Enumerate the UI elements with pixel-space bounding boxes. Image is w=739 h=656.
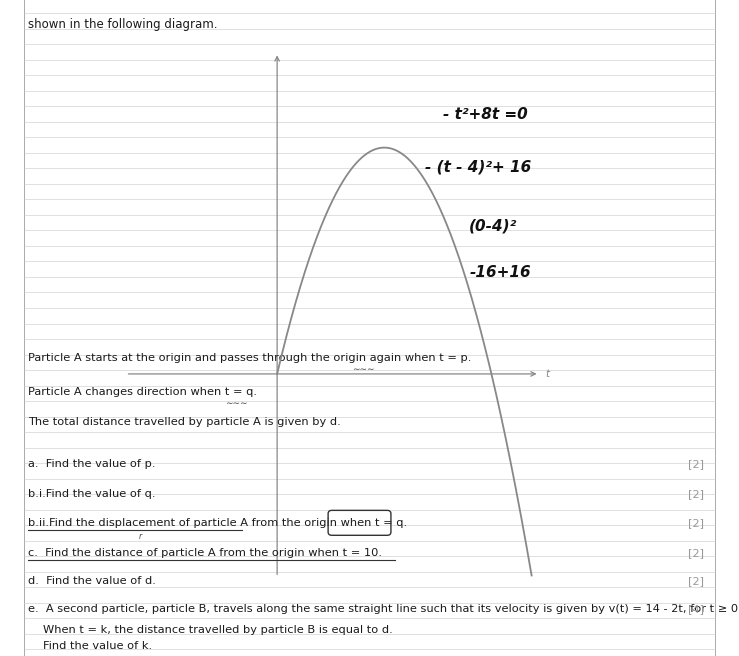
- Text: Particle A changes direction when t = q.: Particle A changes direction when t = q.: [28, 386, 257, 397]
- Text: c.  Find the distance of particle A from the origin when t = 10.: c. Find the distance of particle A from …: [28, 548, 382, 558]
- Text: t: t: [545, 369, 550, 379]
- Text: shown in the following diagram.: shown in the following diagram.: [28, 18, 217, 31]
- Text: ∼∼∼: ∼∼∼: [352, 365, 374, 374]
- Text: e.  A second particle, particle B, travels along the same straight line such tha: e. A second particle, particle B, travel…: [28, 604, 739, 615]
- Text: [2]: [2]: [687, 459, 704, 470]
- Text: r: r: [139, 532, 142, 541]
- Text: b.ii.Find the displacement of particle A from the origin when t = q.: b.ii.Find the displacement of particle A…: [28, 518, 407, 529]
- Text: a.  Find the value of p.: a. Find the value of p.: [28, 459, 156, 470]
- Text: The total distance travelled by particle A is given by d.: The total distance travelled by particle…: [28, 417, 341, 428]
- Text: [4]: [4]: [687, 604, 704, 615]
- Text: b.i.Find the value of q.: b.i.Find the value of q.: [28, 489, 156, 499]
- Text: (0-4)²: (0-4)²: [469, 219, 517, 234]
- Text: [2]: [2]: [687, 518, 704, 529]
- Text: [2]: [2]: [687, 489, 704, 499]
- Text: d.  Find the value of d.: d. Find the value of d.: [28, 576, 156, 586]
- Text: - t²+8t ​=0: - t²+8t ​=0: [443, 108, 528, 122]
- Text: [2]: [2]: [687, 576, 704, 586]
- Text: Find the value of k.: Find the value of k.: [43, 640, 152, 651]
- Text: Particle A starts at the origin and passes through the origin again when t = p.: Particle A starts at the origin and pass…: [28, 352, 471, 363]
- Text: ∼∼∼: ∼∼∼: [225, 399, 248, 408]
- Text: When t = k, the distance travelled by particle B is equal to d.: When t = k, the distance travelled by pa…: [43, 625, 392, 635]
- Text: [2]: [2]: [687, 548, 704, 558]
- Text: - (t - 4)²+ 16: - (t - 4)²+ 16: [425, 160, 531, 174]
- Text: -16+16: -16+16: [469, 265, 531, 279]
